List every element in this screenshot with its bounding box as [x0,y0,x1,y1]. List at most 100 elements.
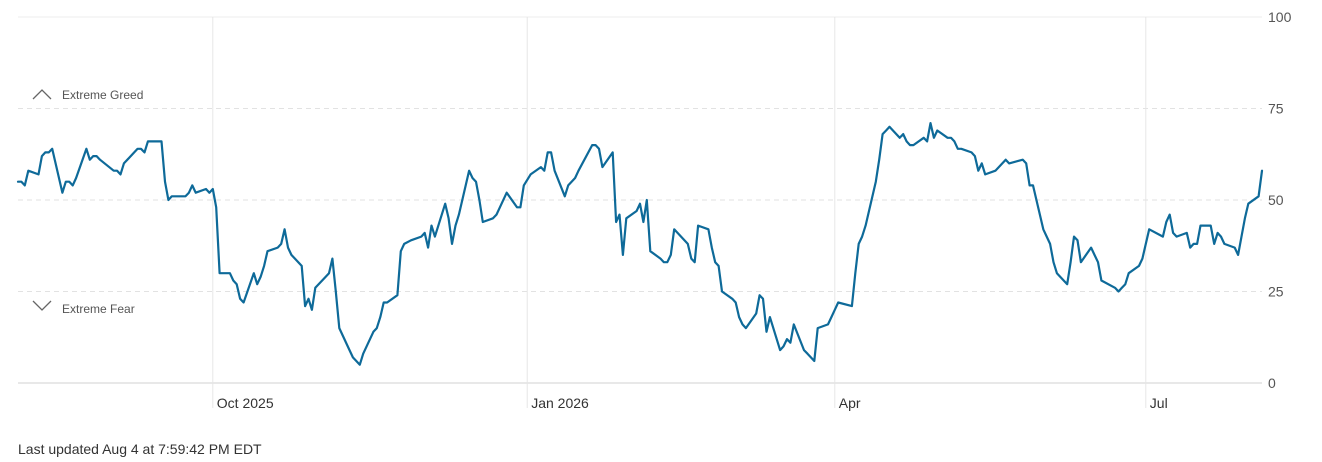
data-point [1145,243,1147,245]
data-point [639,203,641,205]
data-point [547,151,549,153]
data-point [960,148,962,150]
grid-layer [18,16,1262,408]
data-point [882,133,884,135]
data-point [396,294,398,296]
series-layer [16,121,1264,366]
data-point [690,258,692,260]
data-point [1141,258,1143,260]
data-point [769,316,771,318]
data-point [137,148,139,150]
data-point [540,166,542,168]
zone-annotations: Extreme Greed Extreme Fear [32,88,143,316]
data-point [950,137,952,139]
data-point [837,301,839,303]
data-point [424,232,426,234]
data-point [530,173,532,175]
data-point [1100,279,1102,281]
data-point [810,356,812,358]
data-point [1025,162,1027,164]
data-point [1258,195,1260,197]
data-point [181,195,183,197]
data-point [478,199,480,201]
data-point [184,195,186,197]
data-point [1076,239,1078,241]
data-point [143,151,145,153]
data-point [714,261,716,263]
data-point [1234,247,1236,249]
data-point [301,265,303,267]
data-point [123,162,125,164]
data-point [567,184,569,186]
data-point [663,261,665,263]
data-point [1114,287,1116,289]
data-point [1029,184,1031,186]
data-point [41,155,43,157]
data-point [355,360,357,362]
data-point [492,217,494,219]
data-point [20,181,22,183]
data-point [239,298,241,300]
data-point [1172,232,1174,234]
data-point [482,221,484,223]
data-point [1165,221,1167,223]
data-point [865,225,867,227]
data-point [694,261,696,263]
data-point [615,221,617,223]
data-point [707,228,709,230]
data-point [140,148,142,150]
data-point [1223,243,1225,245]
data-point [215,206,217,208]
data-point [625,217,627,219]
data-point [998,166,1000,168]
data-point [936,129,938,131]
data-point [205,188,207,190]
data-point [1042,228,1044,230]
data-point [379,316,381,318]
data-point [1138,265,1140,267]
data-point [786,338,788,340]
data-point [923,137,925,139]
data-point [191,184,193,186]
data-point [359,364,361,366]
last-updated-text: Last updated Aug 4 at 7:59:42 PM EDT [18,441,262,457]
data-point [670,254,672,256]
data-point [1080,261,1082,263]
data-point [622,254,624,256]
data-point [400,250,402,252]
x-tick-label: Oct 2025 [217,395,274,411]
data-point [789,342,791,344]
data-point [1049,243,1051,245]
data-point [878,159,880,161]
data-point [48,151,50,153]
x-axis-ticks: Oct 2025 Jan 2026 Apr Jul [217,395,1168,411]
y-tick-label: 25 [1268,284,1284,300]
extreme-fear-label: Extreme Fear [62,302,135,316]
data-point [1237,254,1239,256]
data-point [454,225,456,227]
data-point [817,327,819,329]
data-point [1213,243,1215,245]
data-point [434,236,436,238]
data-point [243,301,245,303]
data-point [1210,225,1212,227]
y-tick-label: 75 [1268,101,1284,117]
data-point [263,265,265,267]
data-point [765,331,767,333]
data-point [116,170,118,172]
data-point [926,140,928,142]
data-point [933,137,935,139]
data-point [362,353,364,355]
data-point [260,276,262,278]
data-point [646,199,648,201]
data-point [618,214,620,216]
data-point [1073,236,1075,238]
data-point [348,349,350,351]
data-point [595,144,597,146]
data-point [642,221,644,223]
data-point [75,177,77,179]
data-point [280,243,282,245]
data-point [519,206,521,208]
data-point [1199,225,1201,227]
data-point [338,327,340,329]
